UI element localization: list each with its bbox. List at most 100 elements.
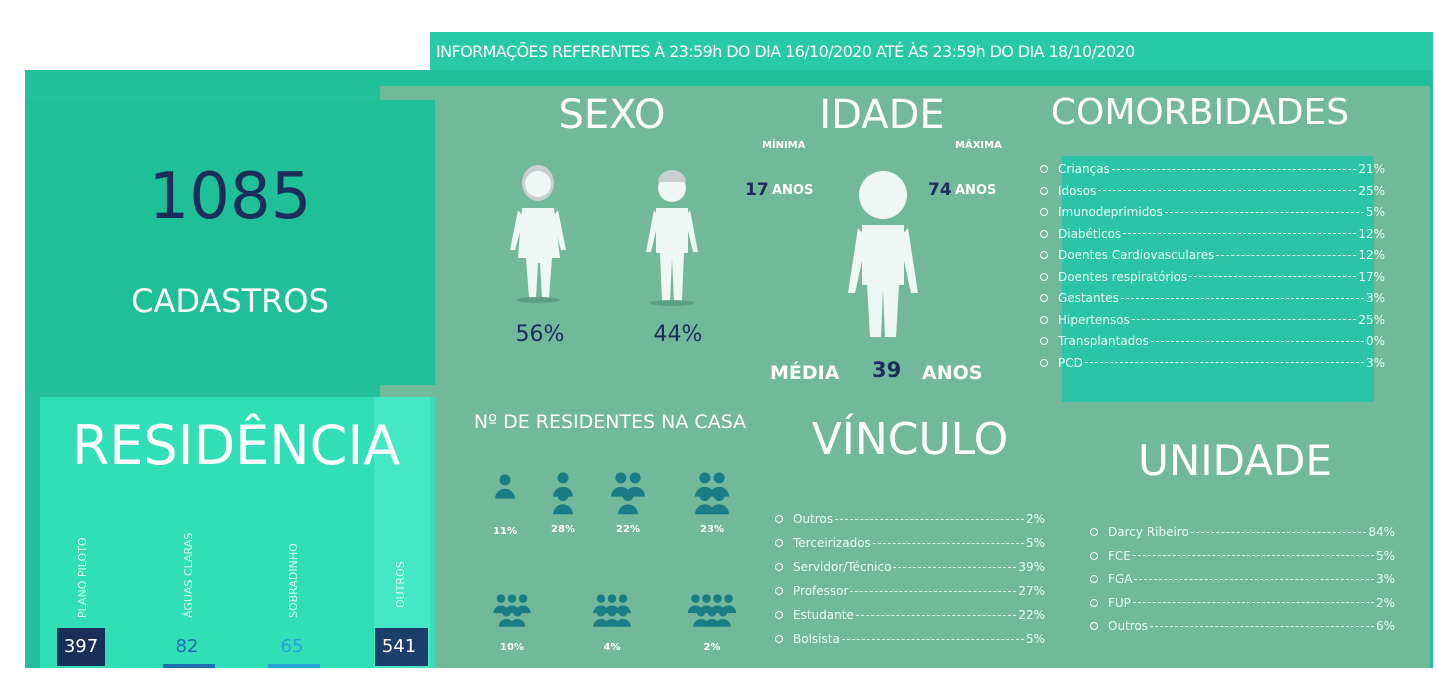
residents-pct: 11% bbox=[493, 526, 517, 537]
item-value: 5% bbox=[1375, 548, 1395, 563]
comorbidades-row: PCD 3% bbox=[1040, 356, 1385, 370]
leader bbox=[850, 590, 1017, 592]
bullet bbox=[1090, 551, 1098, 560]
comorbidades-row: Gestantes 3% bbox=[1040, 291, 1385, 305]
small-bar bbox=[268, 664, 320, 668]
avg-unit: ANOS bbox=[922, 362, 983, 384]
residencia-label: PLANO PILOTO bbox=[76, 537, 89, 618]
item-value: 3% bbox=[1365, 355, 1385, 370]
residencia-label: OUTROS bbox=[394, 561, 407, 608]
bullet bbox=[1090, 575, 1098, 583]
residencia-value: 397 bbox=[63, 636, 99, 657]
vinculo-row: Outros 2% bbox=[775, 512, 1045, 526]
item-value: 17% bbox=[1358, 269, 1385, 284]
residentes-title: Nº DE RESIDENTES NA CASA bbox=[473, 411, 747, 433]
item-value: 21% bbox=[1358, 162, 1385, 176]
item-value: 2% bbox=[1375, 595, 1395, 610]
residents-pct: 22% bbox=[616, 524, 640, 535]
residents-icon bbox=[694, 472, 730, 515]
comorbidades-title: COMORBIDADES bbox=[1050, 92, 1350, 133]
cadastros-label: CADASTROS bbox=[131, 282, 329, 320]
bullet bbox=[775, 515, 783, 523]
female-pct: 56% bbox=[515, 322, 565, 347]
vinculo-row: Professor 27% bbox=[775, 584, 1045, 598]
item-label: Idosos bbox=[1058, 183, 1097, 198]
vinculo-title: VÍNCULO bbox=[811, 414, 1009, 465]
bullet bbox=[1040, 229, 1048, 238]
bullet bbox=[1040, 208, 1048, 216]
unidade-title: UNIDADE bbox=[1138, 436, 1332, 485]
max-unit: ANOS bbox=[955, 183, 997, 198]
vinculo-row: Servidor/Técnico 39% bbox=[775, 560, 1045, 574]
item-label: Estudante bbox=[793, 608, 854, 622]
item-value: 5% bbox=[1365, 205, 1385, 219]
item-value: 3% bbox=[1375, 572, 1395, 586]
residencia-value: 82 bbox=[175, 636, 199, 657]
item-label: Hipertensos bbox=[1058, 312, 1130, 327]
bullet bbox=[1090, 528, 1098, 536]
leader bbox=[1216, 254, 1357, 256]
bullet bbox=[1040, 186, 1048, 195]
item-value: 6% bbox=[1375, 619, 1395, 633]
item-label: Imunodeprimidos bbox=[1058, 205, 1163, 219]
idade-title: IDADE bbox=[819, 92, 945, 138]
item-label: Terceirizados bbox=[793, 536, 871, 550]
item-label: Transplantados bbox=[1058, 334, 1149, 348]
max-label: MÁXIMA bbox=[955, 140, 1002, 151]
outros-bar bbox=[374, 397, 430, 668]
item-label: FCE bbox=[1108, 548, 1131, 563]
comorbidades-row: Doentes respiratórios 17% bbox=[1040, 270, 1385, 284]
header-band bbox=[430, 32, 1433, 70]
residencia-box bbox=[40, 397, 435, 668]
item-label: FUP bbox=[1108, 595, 1131, 610]
item-value: 2% bbox=[1025, 512, 1045, 526]
comorbidades-row: Idosos 25% bbox=[1040, 184, 1385, 198]
comorbidades-row: Crianças 21% bbox=[1040, 162, 1385, 176]
leader bbox=[1098, 190, 1357, 191]
residents-icon bbox=[593, 594, 631, 627]
item-value: 5% bbox=[1025, 632, 1045, 646]
residencia-label: ÁGUAS CLARAS bbox=[182, 532, 195, 618]
item-label: Crianças bbox=[1058, 162, 1110, 176]
residents-icon bbox=[610, 472, 646, 515]
value-box bbox=[57, 628, 105, 666]
leader bbox=[1120, 297, 1364, 299]
item-value: 84% bbox=[1368, 525, 1395, 539]
min-label: MÍNIMA bbox=[762, 140, 806, 151]
residents-pct: 23% bbox=[700, 524, 724, 535]
item-value: 5% bbox=[1025, 536, 1045, 550]
leader bbox=[1111, 168, 1357, 170]
item-label: Doentes respiratórios bbox=[1058, 269, 1188, 284]
leader bbox=[1189, 276, 1357, 277]
leader bbox=[841, 638, 1024, 640]
vinculo-row: Terceirizados 5% bbox=[775, 536, 1045, 550]
unidade-row: FCE 5% bbox=[1090, 549, 1395, 563]
bullet bbox=[775, 611, 783, 619]
item-label: Bolsista bbox=[793, 632, 840, 646]
bullet bbox=[775, 563, 783, 571]
comorbidades-row: Imunodeprimidos 5% bbox=[1040, 205, 1385, 219]
male-pct: 44% bbox=[653, 322, 703, 347]
item-value: 25% bbox=[1358, 183, 1385, 198]
leader bbox=[872, 542, 1024, 544]
item-label: Gestantes bbox=[1058, 291, 1119, 305]
comorbidades-row: Diabéticos 12% bbox=[1040, 227, 1385, 241]
unidade-row: FGA 3% bbox=[1090, 572, 1395, 586]
residents-pct: 4% bbox=[603, 642, 621, 653]
bullet bbox=[1040, 294, 1048, 302]
leader bbox=[855, 614, 1017, 616]
avg-label: MÉDIA bbox=[770, 362, 840, 384]
bullet bbox=[1090, 622, 1098, 630]
item-label: Darcy Ribeiro bbox=[1108, 525, 1189, 539]
residents-icon bbox=[553, 472, 573, 515]
item-label: PCD bbox=[1058, 355, 1083, 370]
leader bbox=[1131, 319, 1357, 320]
residents-pct: 28% bbox=[551, 524, 575, 535]
residents-icon bbox=[493, 594, 531, 627]
min-value: 17 bbox=[745, 180, 769, 200]
bullet bbox=[1040, 358, 1048, 367]
bullet bbox=[1040, 337, 1048, 345]
residencia-title: RESIDÊNCIA bbox=[71, 414, 401, 477]
residencia-label: SOBRADINHO bbox=[287, 543, 300, 618]
